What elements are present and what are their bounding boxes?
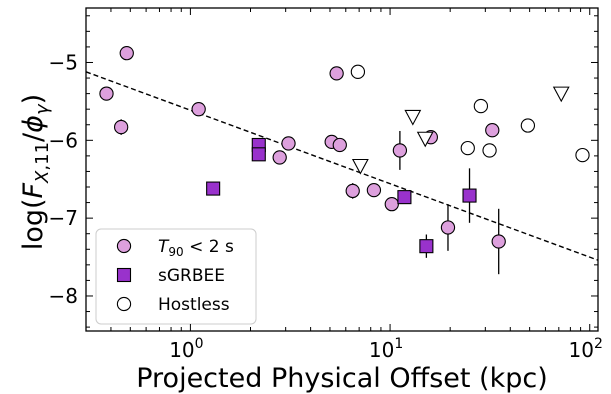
legend-label: T90 < 2 s <box>158 237 234 259</box>
y-tick-label: −8 <box>49 284 78 308</box>
y-tick-label: −5 <box>49 50 78 74</box>
sgrbee-point <box>251 147 266 162</box>
x-axis-label: Projected Physical Offset (kpc) <box>136 363 548 394</box>
hostless-point <box>350 64 366 79</box>
upper-limit-point <box>552 86 570 103</box>
hostless-point <box>482 143 497 158</box>
sgrbee-point <box>462 188 477 203</box>
short-grb-point <box>272 150 287 165</box>
x-tick-label: 102 <box>569 336 603 362</box>
legend-label: Hostless <box>158 295 230 315</box>
legend-box <box>95 228 257 325</box>
sgrbee-point <box>206 181 221 196</box>
y-tick-label: −7 <box>49 206 78 230</box>
short-grb-point <box>345 183 360 199</box>
short-grb-point <box>491 234 506 249</box>
hostless-point <box>520 118 536 133</box>
upper-limit-point <box>351 158 369 175</box>
x-tick-label: 100 <box>169 336 203 362</box>
upper-limit-point <box>416 131 434 148</box>
legend-marker <box>116 267 132 283</box>
short-grb-point <box>366 182 382 198</box>
hostless-point <box>575 147 590 163</box>
short-grb-point <box>384 196 399 212</box>
short-grb-point <box>440 220 456 235</box>
plot-frame <box>85 7 599 332</box>
hostless-point <box>460 140 475 156</box>
short-grb-point <box>392 143 408 158</box>
fit-line <box>86 71 598 261</box>
legend-marker <box>116 296 132 312</box>
hostless-point <box>473 98 489 114</box>
legend-marker <box>116 238 132 254</box>
legend-label: sGRBEE <box>158 266 225 286</box>
upper-limit-point <box>404 109 422 126</box>
short-grb-point <box>485 123 500 138</box>
sgrbee-point <box>397 190 412 205</box>
short-grb-point <box>191 102 206 117</box>
short-grb-point <box>281 136 296 151</box>
short-grb-point <box>329 66 344 81</box>
short-grb-point <box>99 86 114 101</box>
short-grb-point <box>332 137 347 153</box>
sgrbee-point <box>419 239 434 254</box>
short-grb-point <box>114 119 129 135</box>
y-tick-label: −6 <box>49 128 78 152</box>
y-axis-label: log(FX,11/ϕγ) <box>18 94 53 250</box>
x-tick-label: 101 <box>369 336 403 362</box>
short-grb-point <box>119 45 134 61</box>
